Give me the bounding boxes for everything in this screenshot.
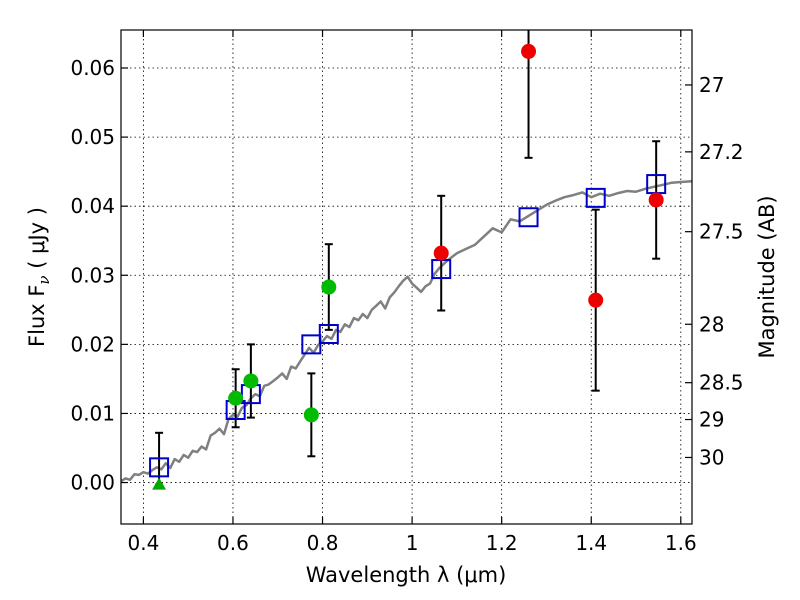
grid bbox=[121, 30, 692, 524]
plot-frame bbox=[120, 29, 693, 525]
y-tick-label: 0.05 bbox=[70, 125, 115, 149]
model-band-square bbox=[585, 187, 606, 208]
right-mag-tick-label: 28 bbox=[699, 312, 724, 336]
x-axis-label: Wavelength λ (μm) bbox=[306, 563, 507, 587]
x-tick-label: 1.4 bbox=[575, 531, 607, 555]
right-mag-tick-label: 30 bbox=[699, 445, 724, 469]
model-band-square bbox=[301, 334, 322, 355]
y-tick-label: 0.02 bbox=[70, 332, 115, 356]
model-band-square bbox=[646, 174, 667, 195]
red-data-point bbox=[433, 245, 449, 261]
model-band-square bbox=[318, 324, 339, 344]
axis-ticks: 0.4 0.6 0.8 1 1.2 1.4 1.6 0.00 0.01 0.02 0.03 0.04 0… bbox=[70, 30, 744, 555]
x-tick-label: 1 bbox=[406, 531, 419, 555]
x-tick-label: 1.2 bbox=[486, 531, 518, 555]
x-tick-label: 1.6 bbox=[665, 531, 697, 555]
x-tick-label: 0.6 bbox=[217, 531, 249, 555]
green-data-point bbox=[303, 407, 319, 423]
right-mag-tick-label: 27.5 bbox=[699, 220, 744, 244]
model-spectrum-line bbox=[120, 180, 693, 483]
y-tick-label: 0.01 bbox=[70, 401, 115, 425]
x-tick-label: 0.8 bbox=[307, 531, 339, 555]
model-band-square bbox=[149, 457, 170, 478]
red-data-point bbox=[648, 192, 664, 208]
green-data-point bbox=[228, 390, 244, 406]
right-mag-tick-label: 29 bbox=[699, 408, 724, 432]
model-band-square bbox=[431, 259, 452, 280]
y-axis-left-label: Flux Fν ( μJy ) bbox=[25, 207, 53, 347]
model-spectrum-layer bbox=[120, 180, 693, 483]
green-data-point bbox=[243, 373, 259, 389]
upper-limit-triangle bbox=[152, 477, 167, 490]
y-axis-right-label: Magnitude (AB) bbox=[755, 195, 779, 358]
x-tick-label: 0.4 bbox=[127, 531, 159, 555]
y-tick-label: 0.03 bbox=[70, 263, 115, 287]
y-tick-label: 0.00 bbox=[70, 471, 115, 495]
y-tick-label: 0.04 bbox=[70, 194, 115, 218]
green-data-point bbox=[321, 279, 337, 295]
red-data-point bbox=[588, 292, 604, 308]
right-mag-tick-label: 27.2 bbox=[699, 140, 744, 164]
right-mag-tick-label: 28.5 bbox=[699, 371, 744, 395]
model-band-square bbox=[518, 207, 539, 228]
red-data-point bbox=[521, 43, 537, 59]
y-tick-label: 0.06 bbox=[70, 56, 115, 80]
right-mag-tick-label: 27 bbox=[699, 73, 724, 97]
data-marks-layer bbox=[149, 30, 667, 490]
